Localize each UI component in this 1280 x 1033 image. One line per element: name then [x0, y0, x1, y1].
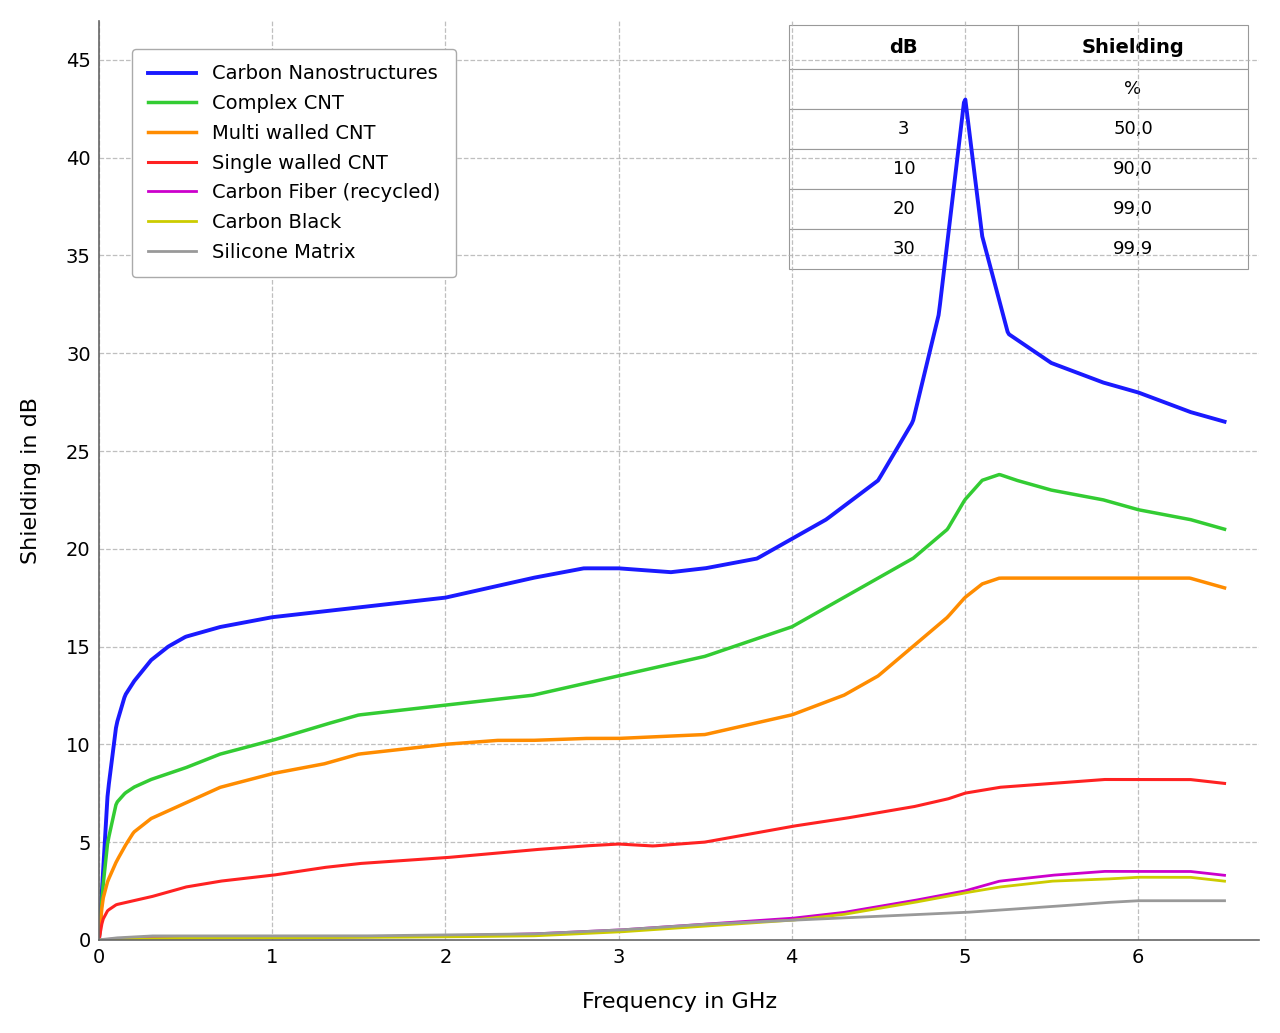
- Multi walled CNT: [1062, 572, 1078, 585]
- Carbon Black: [160, 933, 175, 945]
- Carbon Black: [1217, 875, 1233, 887]
- Carbon Nanostructures: [1062, 364, 1078, 376]
- Single walled CNT: [809, 816, 824, 828]
- Carbon Fiber (recycled): [160, 932, 175, 944]
- Multi walled CNT: [1217, 582, 1233, 594]
- Single walled CNT: [91, 934, 106, 946]
- Single walled CNT: [1061, 776, 1076, 788]
- Carbon Fiber (recycled): [1217, 869, 1233, 881]
- Line: Multi walled CNT: Multi walled CNT: [99, 578, 1225, 940]
- Carbon Nanostructures: [809, 519, 824, 531]
- Carbon Black: [91, 934, 106, 946]
- Single walled CNT: [1096, 774, 1111, 786]
- Single walled CNT: [1217, 777, 1233, 789]
- Multi walled CNT: [91, 934, 106, 946]
- Y-axis label: Shielding in dB: Shielding in dB: [20, 397, 41, 564]
- Carbon Fiber (recycled): [1061, 868, 1076, 880]
- Carbon Black: [1132, 871, 1147, 883]
- Silicone Matrix: [945, 907, 960, 919]
- Complex CNT: [745, 634, 760, 647]
- Single walled CNT: [160, 885, 175, 898]
- Carbon Nanostructures: [91, 934, 106, 946]
- Multi walled CNT: [945, 605, 960, 618]
- Multi walled CNT: [774, 711, 790, 723]
- Carbon Nanostructures: [945, 191, 960, 204]
- Single walled CNT: [745, 827, 760, 840]
- Silicone Matrix: [1217, 895, 1233, 907]
- Carbon Nanostructures: [160, 640, 175, 653]
- Line: Silicone Matrix: Silicone Matrix: [99, 901, 1225, 940]
- Line: Carbon Black: Carbon Black: [99, 877, 1225, 940]
- Line: Complex CNT: Complex CNT: [99, 474, 1225, 940]
- Multi walled CNT: [160, 805, 175, 817]
- Carbon Black: [809, 911, 824, 924]
- Complex CNT: [992, 468, 1007, 480]
- Multi walled CNT: [993, 572, 1009, 585]
- Complex CNT: [774, 624, 790, 636]
- Carbon Nanostructures: [1217, 415, 1233, 428]
- Complex CNT: [945, 514, 960, 527]
- Silicone Matrix: [91, 934, 106, 946]
- Carbon Black: [774, 914, 790, 927]
- Carbon Nanostructures: [745, 554, 760, 566]
- Carbon Nanostructures: [774, 538, 790, 551]
- Silicone Matrix: [1061, 899, 1076, 911]
- Silicone Matrix: [809, 913, 824, 926]
- Legend: Carbon Nanostructures, Complex CNT, Multi walled CNT, Single walled CNT, Carbon : Carbon Nanostructures, Complex CNT, Mult…: [132, 49, 456, 277]
- Multi walled CNT: [745, 718, 760, 730]
- Line: Carbon Nanostructures: Carbon Nanostructures: [99, 99, 1225, 940]
- Complex CNT: [160, 768, 175, 780]
- Silicone Matrix: [1132, 895, 1147, 907]
- Carbon Nanostructures: [957, 93, 973, 105]
- Line: Carbon Fiber (recycled): Carbon Fiber (recycled): [99, 872, 1225, 940]
- Carbon Fiber (recycled): [1096, 866, 1111, 878]
- Complex CNT: [809, 607, 824, 620]
- Complex CNT: [91, 934, 106, 946]
- Silicone Matrix: [745, 916, 760, 929]
- Carbon Black: [945, 889, 960, 902]
- Single walled CNT: [774, 822, 790, 835]
- Carbon Fiber (recycled): [745, 915, 760, 928]
- Carbon Fiber (recycled): [809, 909, 824, 921]
- Carbon Black: [745, 916, 760, 929]
- Carbon Fiber (recycled): [774, 913, 790, 926]
- Silicone Matrix: [160, 930, 175, 942]
- Carbon Black: [1061, 874, 1076, 886]
- X-axis label: Frequency in GHz: Frequency in GHz: [581, 992, 777, 1012]
- Multi walled CNT: [809, 699, 824, 712]
- Complex CNT: [1062, 488, 1078, 500]
- Carbon Fiber (recycled): [945, 887, 960, 900]
- Carbon Fiber (recycled): [91, 934, 106, 946]
- Complex CNT: [1217, 523, 1233, 535]
- Single walled CNT: [945, 791, 960, 804]
- Line: Single walled CNT: Single walled CNT: [99, 780, 1225, 940]
- Silicone Matrix: [774, 914, 790, 927]
